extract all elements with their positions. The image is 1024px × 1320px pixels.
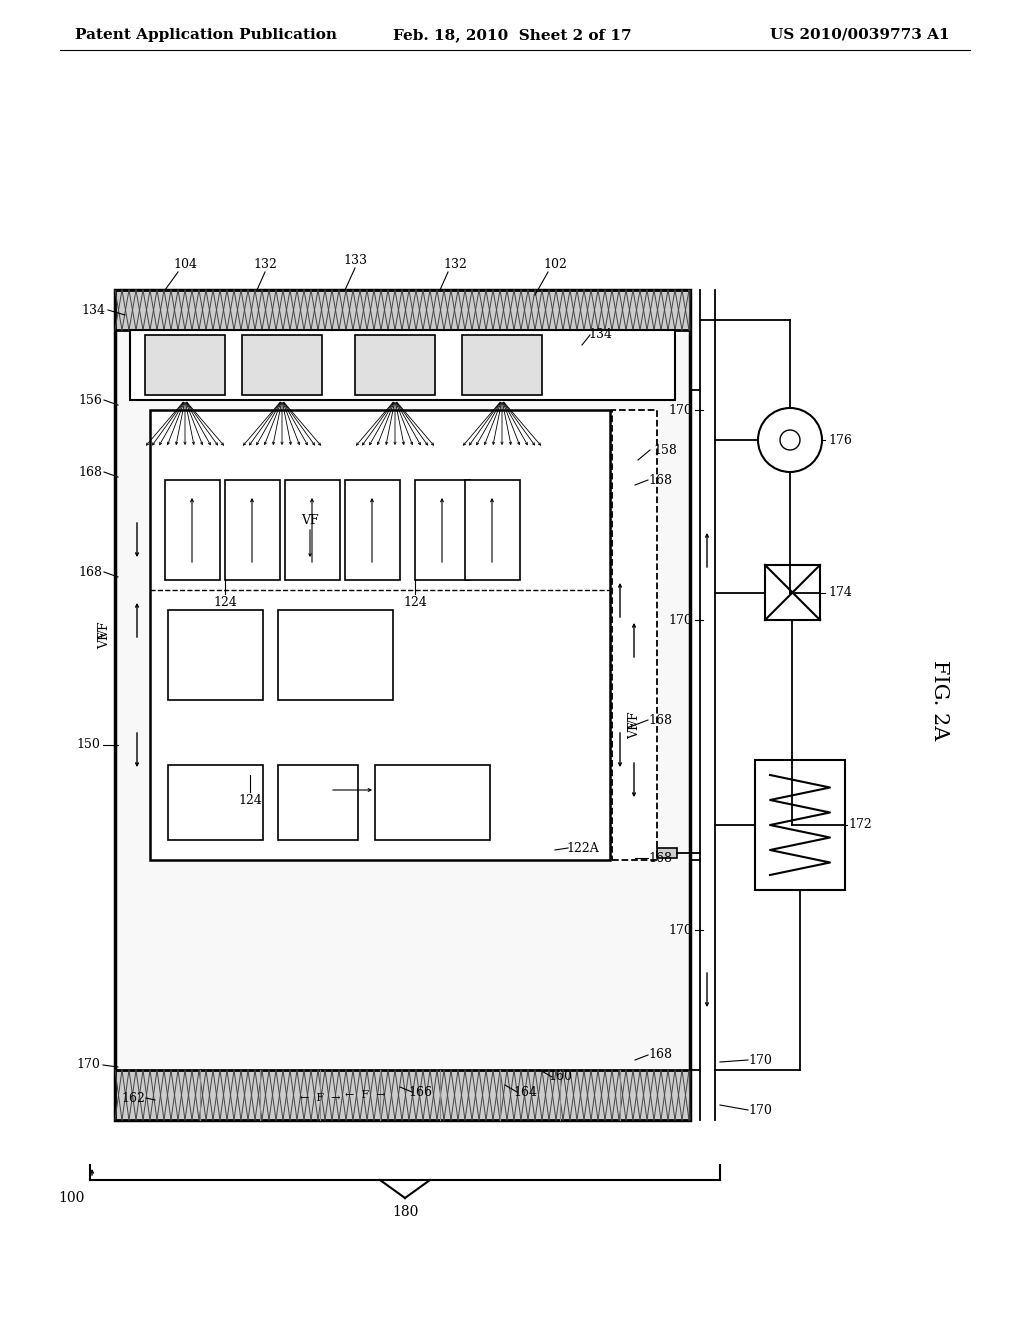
Text: VF: VF	[629, 711, 641, 729]
Text: 102: 102	[543, 259, 567, 272]
Text: 124: 124	[213, 595, 237, 609]
Text: 162: 162	[121, 1092, 145, 1105]
Text: 168: 168	[78, 466, 102, 479]
Bar	[465, 480, 520, 579]
Text: 176: 176	[828, 433, 852, 446]
Bar	[462, 335, 542, 395]
Bar	[145, 335, 225, 395]
Text: 166: 166	[408, 1085, 432, 1098]
Text: 160: 160	[548, 1071, 572, 1084]
Text: 124: 124	[403, 595, 427, 609]
Text: 104: 104	[173, 259, 197, 272]
Text: 122A: 122A	[566, 842, 599, 854]
Text: 150: 150	[76, 738, 100, 751]
Bar	[130, 330, 675, 400]
Text: Feb. 18, 2010  Sheet 2 of 17: Feb. 18, 2010 Sheet 2 of 17	[392, 28, 632, 42]
Text: VF: VF	[98, 622, 112, 639]
Text: 133: 133	[343, 253, 367, 267]
Text: VF: VF	[629, 721, 641, 739]
Text: 170: 170	[668, 404, 692, 417]
Text: 132: 132	[443, 259, 467, 272]
Text: 100: 100	[58, 1191, 85, 1205]
Text: ←  F  →: ← F →	[300, 1093, 340, 1104]
Text: 170: 170	[668, 614, 692, 627]
Text: 180: 180	[392, 1205, 418, 1218]
Text: 156: 156	[78, 393, 102, 407]
Text: 132: 132	[253, 259, 276, 272]
Text: 172: 172	[848, 818, 871, 832]
Text: 134: 134	[81, 304, 105, 317]
Bar	[278, 766, 358, 840]
Text: 168: 168	[648, 474, 672, 487]
Bar	[115, 290, 690, 1119]
Text: 170: 170	[668, 924, 692, 936]
Bar	[115, 290, 690, 330]
Bar	[150, 411, 610, 861]
Text: 168: 168	[648, 851, 672, 865]
Bar	[242, 335, 322, 395]
Bar	[225, 480, 280, 579]
Bar	[612, 411, 657, 861]
Text: 158: 158	[653, 444, 677, 457]
Bar	[285, 480, 340, 579]
Text: Patent Application Publication: Patent Application Publication	[75, 28, 337, 42]
Text: US 2010/0039773 A1: US 2010/0039773 A1	[770, 28, 950, 42]
Bar	[657, 847, 677, 858]
Text: 168: 168	[648, 1048, 672, 1061]
Text: VF: VF	[301, 513, 318, 527]
Text: 168: 168	[648, 714, 672, 726]
Bar	[165, 480, 220, 579]
Text: ←  F  →: ← F →	[345, 1090, 385, 1100]
Text: 170: 170	[749, 1104, 772, 1117]
Bar	[345, 480, 400, 579]
Text: 124: 124	[238, 793, 262, 807]
Text: VF: VF	[98, 631, 112, 649]
Text: 174: 174	[828, 586, 852, 599]
Bar	[415, 480, 470, 579]
Bar	[278, 610, 393, 700]
Text: FIG. 2A: FIG. 2A	[931, 660, 949, 741]
Bar	[115, 1071, 690, 1119]
Text: 134: 134	[588, 329, 612, 342]
Bar	[355, 335, 435, 395]
Text: 164: 164	[513, 1085, 537, 1098]
Text: 170: 170	[749, 1053, 772, 1067]
Bar	[375, 766, 490, 840]
Bar	[765, 565, 820, 620]
Bar	[168, 610, 263, 700]
Text: 170: 170	[76, 1059, 100, 1072]
Bar	[755, 760, 845, 890]
Bar	[168, 766, 263, 840]
Text: 168: 168	[78, 565, 102, 578]
